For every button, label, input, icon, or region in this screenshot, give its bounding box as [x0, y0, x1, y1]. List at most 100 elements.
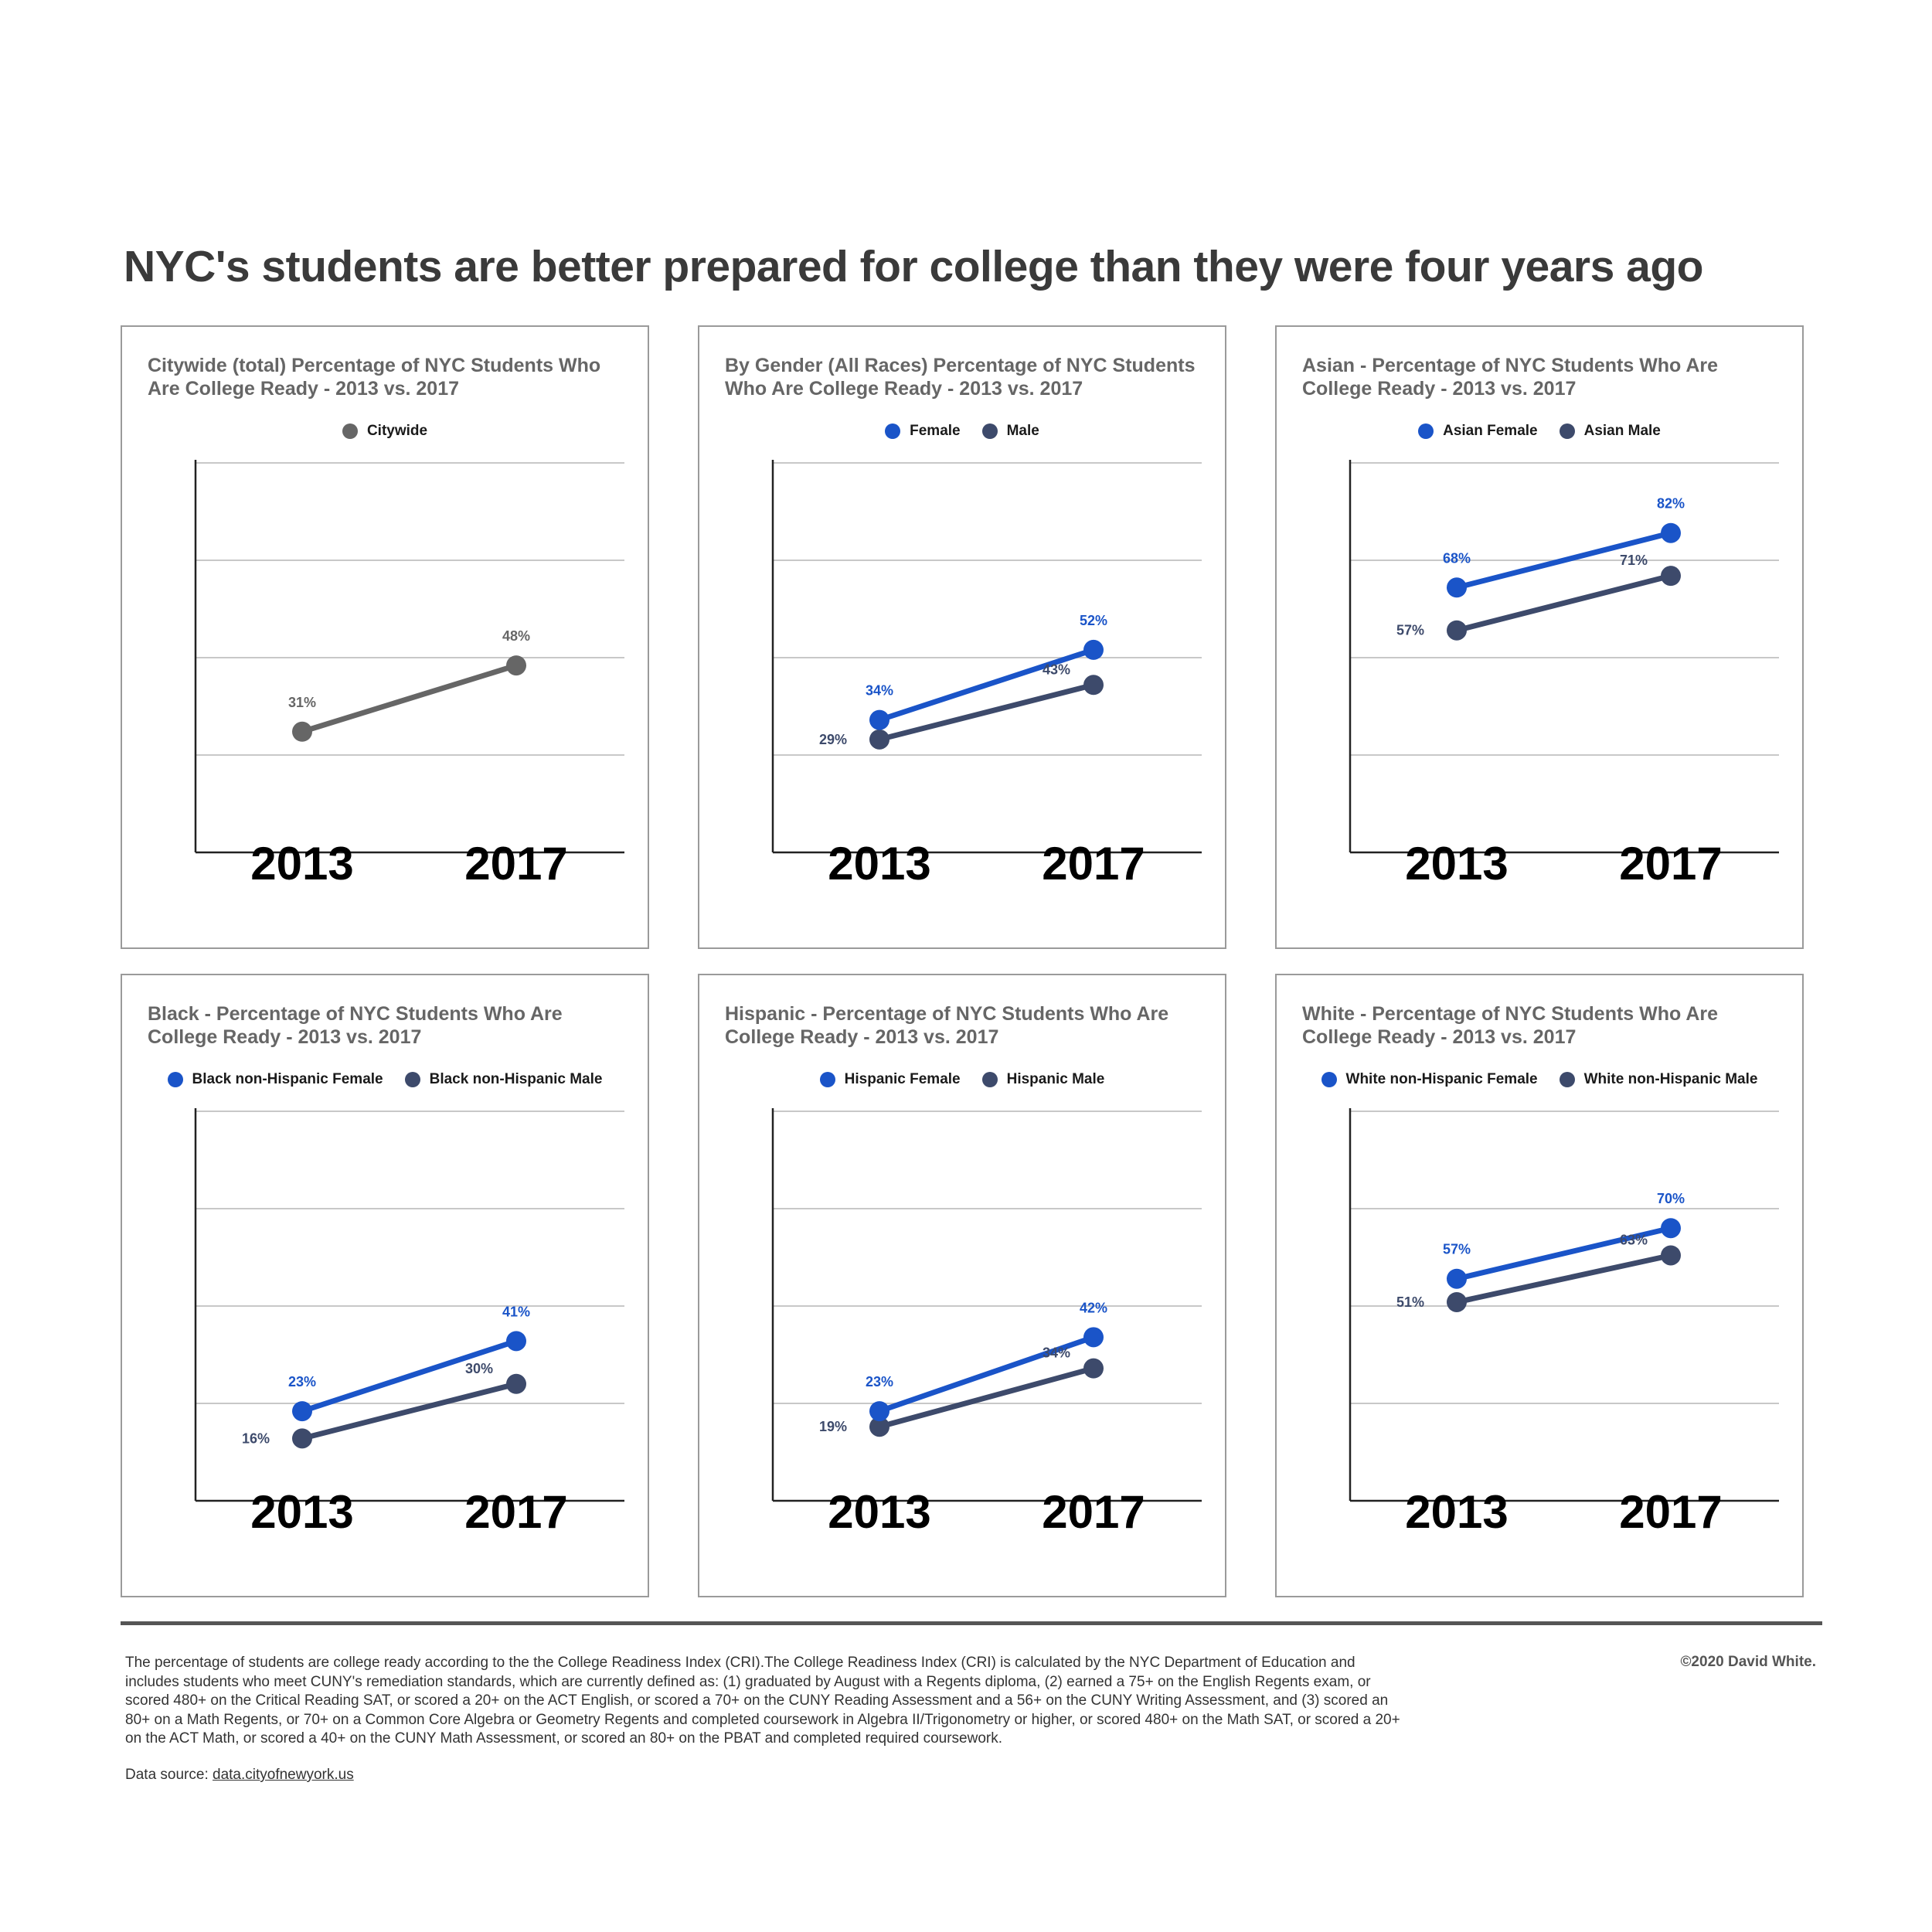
legend-swatch — [342, 423, 358, 439]
data-point[interactable] — [292, 721, 312, 742]
chart-panel: Hispanic - Percentage of NYC Students Wh… — [698, 974, 1226, 1597]
legend-label: Female — [910, 423, 961, 439]
legend-swatch — [1418, 423, 1434, 439]
data-label: 16% — [242, 1430, 270, 1446]
legend-item[interactable]: Black non-Hispanic Female — [167, 1071, 383, 1088]
series-line — [876, 647, 1097, 723]
data-point[interactable] — [506, 1331, 526, 1352]
data-point[interactable] — [1447, 577, 1467, 598]
chart-title: White - Percentage of NYC Students Who A… — [1302, 1003, 1719, 1048]
legend-item[interactable]: White non-Hispanic Female — [1321, 1071, 1538, 1088]
series-line — [299, 1338, 519, 1414]
data-point[interactable] — [1661, 566, 1681, 587]
legend-item[interactable]: Asian Male — [1559, 423, 1661, 440]
data-label: 23% — [288, 1374, 316, 1389]
legend-swatch — [819, 1072, 835, 1087]
data-label: 34% — [1043, 1345, 1070, 1361]
legend-swatch — [981, 423, 998, 439]
legend-item[interactable]: Male — [981, 423, 1039, 440]
series-line — [1454, 1252, 1674, 1305]
data-label: 34% — [866, 683, 893, 699]
copyright: ©2020 David White. — [1680, 1654, 1816, 1670]
legend-item[interactable]: Female — [885, 423, 961, 440]
data-point[interactable] — [292, 1401, 312, 1422]
chart-title: Asian - Percentage of NYC Students Who A… — [1302, 355, 1719, 400]
series-line — [299, 662, 519, 735]
chart-panel: Asian - Percentage of NYC Students Who A… — [1275, 325, 1804, 949]
data-point[interactable] — [292, 1428, 312, 1449]
data-point[interactable] — [1083, 639, 1104, 660]
legend-label: Black non-Hispanic Female — [192, 1071, 383, 1087]
data-point[interactable] — [869, 1401, 889, 1422]
legend-label: Male — [1006, 423, 1039, 439]
legend-swatch — [885, 423, 901, 439]
series-line — [299, 1381, 519, 1441]
data-label: 57% — [1443, 1242, 1471, 1257]
series-line — [1454, 530, 1674, 590]
data-point[interactable] — [506, 1373, 526, 1394]
data-label: 23% — [866, 1374, 893, 1389]
data-point[interactable] — [869, 1417, 889, 1437]
chart-title: Hispanic - Percentage of NYC Students Wh… — [725, 1003, 1169, 1048]
legend-swatch — [1321, 1072, 1337, 1087]
data-point[interactable] — [1447, 1268, 1467, 1289]
data-label: 29% — [819, 732, 847, 747]
chart-legend: Black non-Hispanic Female Black non-Hispa… — [122, 1068, 648, 1091]
chart-title: Black - Percentage of NYC Students Who A… — [148, 1003, 563, 1048]
legend-label: Black non-Hispanic Male — [429, 1071, 603, 1087]
data-point[interactable] — [1083, 1327, 1104, 1348]
data-point[interactable] — [1661, 522, 1681, 543]
x-tick-label: 2017 — [1042, 1486, 1145, 1538]
divider — [121, 1621, 1822, 1625]
data-label: 71% — [1620, 553, 1648, 568]
data-source-link[interactable]: data.cityofnewyork.us — [213, 1767, 354, 1783]
data-point[interactable] — [869, 709, 889, 730]
chart-title: By Gender (All Races) Percentage of NYC … — [725, 355, 1196, 400]
x-tick-label: 2013 — [250, 1486, 354, 1538]
chart-panel: White - Percentage of NYC Students Who A… — [1275, 974, 1804, 1597]
plot-area: 16% 30% 23% 41% — [194, 1108, 624, 1502]
legend-swatch — [1559, 1072, 1575, 1087]
data-point[interactable] — [1083, 1358, 1104, 1379]
chart-legend: Citywide — [122, 420, 648, 443]
page-title: NYC's students are better prepared for c… — [124, 242, 1703, 291]
data-point[interactable] — [1083, 675, 1104, 696]
chart-title: Citywide (total) Percentage of NYC Stude… — [148, 355, 601, 400]
chart-panel: By Gender (All Races) Percentage of NYC … — [698, 325, 1226, 949]
legend-item[interactable]: White non-Hispanic Male — [1559, 1071, 1757, 1088]
data-source: Data source: data.cityofnewyork.us — [125, 1767, 354, 1784]
x-tick-label: 2013 — [1405, 838, 1509, 889]
data-label: 19% — [819, 1419, 847, 1434]
data-point[interactable] — [506, 655, 526, 676]
x-tick-label: 2017 — [1619, 1486, 1723, 1538]
data-point[interactable] — [1447, 620, 1467, 641]
legend-item[interactable]: Hispanic Male — [981, 1071, 1105, 1088]
data-label: 30% — [465, 1361, 493, 1376]
legend-label: Hispanic Male — [1006, 1071, 1105, 1087]
legend-item[interactable]: Citywide — [342, 423, 427, 440]
plot-area: 51% 63% 57% 70% — [1349, 1108, 1779, 1502]
x-tick-label: 2013 — [250, 838, 354, 889]
data-point[interactable] — [1661, 1245, 1681, 1266]
data-point[interactable] — [1661, 1218, 1681, 1239]
data-label: 82% — [1657, 496, 1685, 512]
legend-label: Hispanic Female — [844, 1071, 961, 1087]
legend-item[interactable]: Asian Female — [1418, 423, 1538, 440]
data-point[interactable] — [1447, 1291, 1467, 1312]
legend-label: Citywide — [366, 423, 428, 439]
data-label: 70% — [1657, 1191, 1685, 1206]
plot-area: 29% 43% 34% 52% — [771, 460, 1202, 854]
x-tick-label: 2013 — [1405, 1486, 1509, 1538]
plot-area: 31% 48% — [194, 460, 624, 854]
chart-legend: Female Male — [699, 420, 1225, 443]
data-point[interactable] — [869, 729, 889, 750]
legend-item[interactable]: Black non-Hispanic Male — [404, 1071, 603, 1088]
series-line — [876, 682, 1097, 743]
chart-legend: Hispanic Female Hispanic Male — [699, 1068, 1225, 1091]
legend-swatch — [1559, 423, 1575, 439]
x-tick-label: 2017 — [464, 1486, 568, 1538]
footnote: The percentage of students are college r… — [125, 1655, 1400, 1747]
legend-item[interactable]: Hispanic Female — [819, 1071, 961, 1088]
data-label: 63% — [1620, 1232, 1648, 1247]
series-line — [1454, 1225, 1674, 1282]
